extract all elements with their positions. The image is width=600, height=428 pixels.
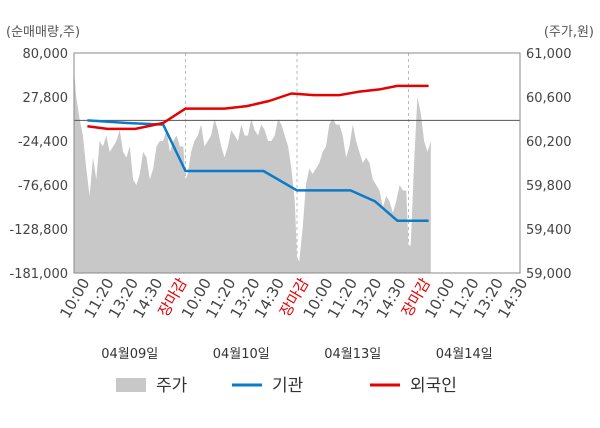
left-tick-label: 80,000 [23, 47, 69, 62]
left-tick-label: -181,000 [10, 267, 68, 282]
date-label: 04월13일 [324, 347, 381, 362]
legend-swatch-area [116, 378, 146, 392]
date-label: 04월09일 [101, 347, 158, 362]
right-tick-label: 60,200 [526, 135, 572, 150]
legend-label: 주가 [156, 376, 188, 396]
x-axis-ticks: 10:0011:2013:2014:30장마감10:0011:2013:2014… [56, 275, 531, 322]
legend-label: 외국인 [410, 376, 457, 396]
right-tick-label: 60,600 [526, 91, 572, 106]
right-axis-ticks: 61,000 60,600 60,200 59,800 59,400 59,000 [526, 47, 572, 282]
legend-label: 기관 [272, 376, 303, 396]
grid-lines [185, 53, 409, 273]
date-labels: 04월09일 04월10일 04월13일 04월14일 [101, 347, 493, 362]
right-tick-label: 59,800 [526, 179, 572, 194]
foreign-line [87, 84, 429, 131]
date-label: 04월14일 [436, 347, 493, 362]
left-axis-title: (순매매량,주) [6, 25, 80, 40]
right-tick-label: 59,000 [526, 267, 572, 282]
legend: 주가 기관 외국인 [116, 376, 457, 396]
left-tick-label: -128,800 [10, 223, 68, 238]
left-tick-label: 27,800 [23, 91, 69, 106]
right-tick-label: 59,400 [526, 223, 572, 238]
right-axis-title: (주가,원) [544, 25, 594, 40]
right-tick-label: 61,000 [526, 47, 572, 62]
lines-layer [87, 84, 429, 222]
left-tick-label: -76,600 [18, 179, 68, 194]
left-tick-label: -24,400 [18, 135, 68, 150]
institution-line [87, 119, 429, 222]
plot-border [73, 52, 521, 274]
left-axis-ticks: 80,000 27,800 -24,400 -76,600 -128,800 -181,0… [10, 47, 68, 282]
date-label: 04월10일 [213, 347, 270, 362]
